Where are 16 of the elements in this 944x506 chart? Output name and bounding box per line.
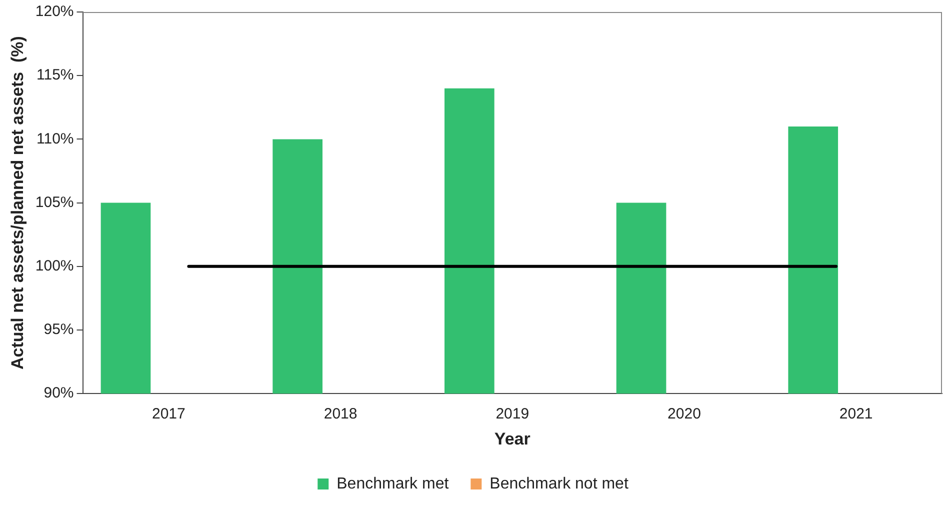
y-tick-label: 100% bbox=[35, 258, 74, 275]
y-tick-label: 110% bbox=[36, 130, 74, 148]
x-tick-label: 2021 bbox=[839, 406, 873, 423]
y-tick-label: 105% bbox=[35, 194, 74, 211]
y-tick-label: 115% bbox=[36, 66, 74, 84]
y-tick-label: 90% bbox=[44, 384, 74, 402]
x-axis-title: Year bbox=[494, 429, 531, 448]
x-tick-label: 2019 bbox=[496, 406, 530, 423]
y-axis-title: Actual net assets/planned net assets (%) bbox=[8, 36, 27, 370]
x-tick-label: 2017 bbox=[152, 406, 186, 423]
x-tick-label: 2018 bbox=[324, 406, 358, 423]
y-tick-label: 120% bbox=[35, 3, 74, 20]
x-tick-label: 2020 bbox=[668, 406, 701, 423]
y-tick-label: 95% bbox=[44, 321, 74, 338]
legend-label: Benchmark met bbox=[336, 475, 450, 492]
legend-label: Benchmark not met bbox=[490, 475, 629, 492]
